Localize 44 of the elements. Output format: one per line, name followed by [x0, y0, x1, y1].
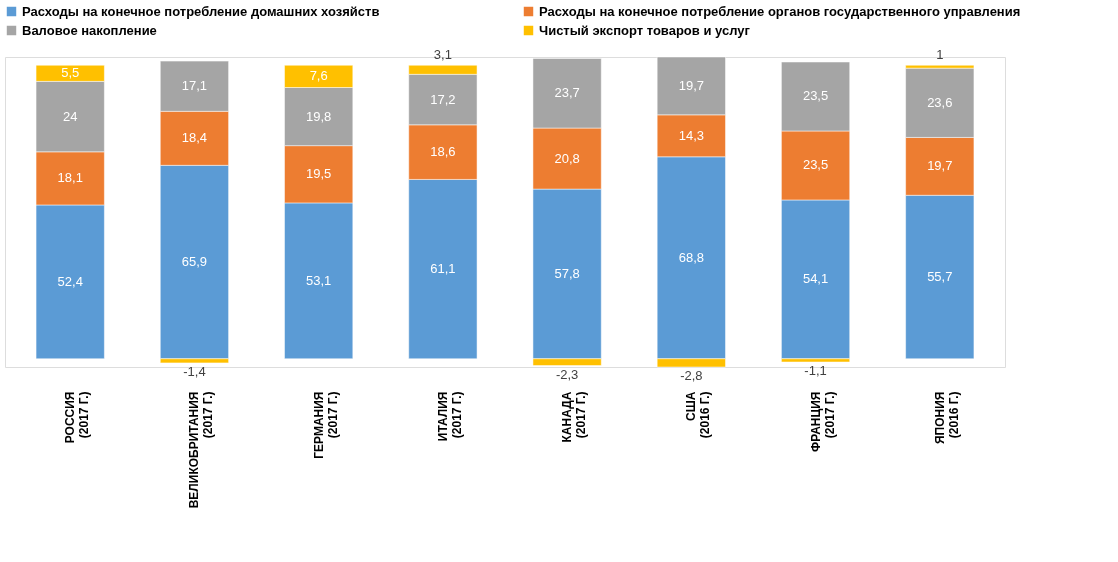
data-label: 17,2 [430, 91, 456, 107]
data-label: 19,5 [306, 166, 332, 182]
data-label: -1,4 [183, 363, 206, 379]
data-label: 55,7 [927, 269, 953, 285]
x-tick-label: ФРАНЦИЯ (2017 Г.) [808, 391, 837, 453]
data-label: 17,1 [181, 78, 208, 94]
data-label: 65,9 [181, 254, 208, 270]
data-label: 23,5 [802, 157, 829, 173]
x-tick-label: ВЕЛИКОБРИТАНИЯ (2017 Г.) [187, 391, 216, 509]
data-label: 5,5 [61, 65, 80, 81]
data-label: 23,7 [554, 85, 580, 101]
data-label: -1,1 [804, 363, 827, 379]
legend-label: Расходы на конечное потребление домашних хозяйств [22, 3, 380, 19]
data-label: 1 [936, 47, 944, 63]
data-label: 14,3 [678, 127, 704, 143]
data-label: 19,7 [927, 158, 953, 174]
data-label: -2,3 [555, 366, 579, 382]
data-label: 19,8 [306, 108, 332, 124]
data-label: 54,1 [802, 271, 829, 287]
x-tick-label: РОССИЯ (2017 Г.) [63, 391, 92, 444]
data-label: 52,4 [57, 273, 83, 289]
x-tick-label: ИТАЛИЯ (2017 Г.) [435, 391, 464, 442]
x-tick-label: КАНАДА (2017 Г.) [560, 391, 589, 443]
legend-label: Расходы на конечное потребление органов государственного управления [539, 3, 1021, 19]
data-label: 20,8 [554, 150, 580, 166]
data-label: 18,6 [430, 144, 456, 160]
data-label: 24 [62, 108, 78, 124]
x-tick-label: США (2016 Г.) [684, 391, 713, 439]
data-label: 3,1 [433, 47, 452, 63]
data-label: 23,5 [802, 88, 829, 104]
data-label: -2,8 [680, 368, 703, 383]
x-tick-label: ГЕРМАНИЯ (2017 Г.) [311, 391, 340, 459]
data-label: 18,1 [57, 170, 83, 186]
x-tick-label: ЯПОНИЯ (2016 Г.) [932, 391, 961, 444]
data-label: 23,6 [927, 94, 953, 110]
data-label: 19,7 [678, 77, 704, 93]
legend-label: Чистый экспорт товаров и услуг [539, 22, 751, 38]
data-label: 7,6 [309, 68, 328, 84]
data-label: 53,1 [306, 272, 332, 288]
data-label: 61,1 [430, 261, 456, 277]
legend-label: Валовое накопление [22, 22, 157, 38]
data-label: 18,4 [181, 130, 208, 146]
data-label: 57,8 [554, 265, 580, 281]
data-label: 68,8 [678, 249, 704, 265]
